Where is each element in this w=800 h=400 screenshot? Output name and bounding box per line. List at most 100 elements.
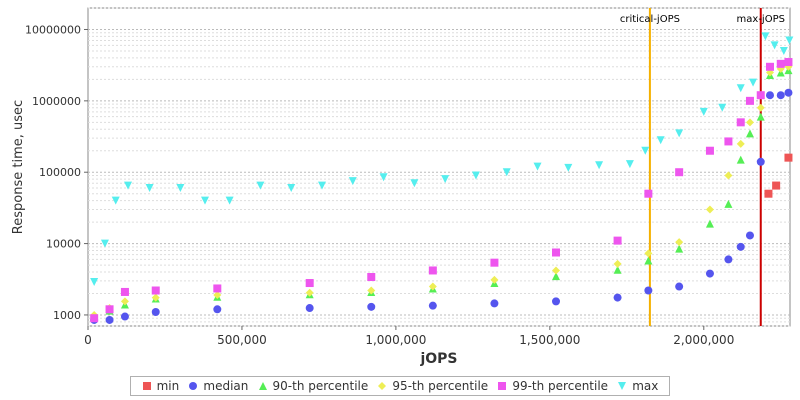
data-point xyxy=(644,286,653,295)
data-point xyxy=(367,286,376,295)
data-point xyxy=(100,239,109,248)
data-point xyxy=(213,305,222,314)
data-point xyxy=(745,129,754,138)
y-tick-label: 1000 xyxy=(53,309,81,322)
data-point xyxy=(736,84,745,93)
legend-marker xyxy=(378,382,387,390)
legend-label: max xyxy=(632,379,659,393)
data-point xyxy=(176,184,185,193)
data-point xyxy=(379,173,388,182)
data-point xyxy=(765,91,774,100)
data-point xyxy=(625,160,634,169)
data-point xyxy=(552,248,560,257)
x-tick-label: 0 xyxy=(84,333,92,347)
data-point xyxy=(613,293,622,302)
data-point xyxy=(105,305,114,314)
data-point xyxy=(749,78,758,87)
data-point xyxy=(105,315,114,324)
data-point xyxy=(120,297,129,306)
y-tick-label: 10000000 xyxy=(25,23,81,36)
x-tick-label: 1,000,000 xyxy=(365,333,426,347)
data-point xyxy=(490,275,499,284)
data-point xyxy=(367,302,376,311)
data-point xyxy=(256,181,265,190)
data-point xyxy=(736,242,745,251)
data-point xyxy=(756,112,765,121)
data-point xyxy=(705,146,714,155)
legend: min median 90-th percentile 95-th percentil… xyxy=(130,376,670,396)
legend-symbol xyxy=(189,382,198,390)
legend-item: max xyxy=(617,379,658,393)
data-point xyxy=(736,118,745,127)
data-point xyxy=(675,129,684,138)
data-point xyxy=(776,59,785,68)
data-point xyxy=(736,155,745,164)
data-point xyxy=(318,181,326,190)
data-point xyxy=(410,179,419,188)
reference-line-label: max-jOPS xyxy=(737,14,785,25)
data-point xyxy=(644,256,653,265)
data-point xyxy=(613,259,622,268)
data-point xyxy=(213,291,222,300)
data-point xyxy=(90,277,99,286)
data-point xyxy=(305,288,314,297)
legend-symbol xyxy=(498,382,507,390)
data-point xyxy=(644,189,653,198)
legend-item: 95-th percentile xyxy=(377,379,488,393)
series-max xyxy=(90,32,794,286)
reference-line-label: critical-jOPS xyxy=(620,14,680,25)
data-point xyxy=(490,258,499,267)
x-tick-label: 500,000 xyxy=(217,333,267,347)
data-point xyxy=(151,307,160,316)
data-point xyxy=(770,41,779,50)
data-point xyxy=(784,153,793,162)
data-point xyxy=(213,284,222,293)
data-point xyxy=(428,282,437,291)
data-point xyxy=(756,157,765,166)
data-point xyxy=(745,118,754,127)
data-point xyxy=(348,177,357,186)
data-point xyxy=(641,146,650,155)
legend-symbol xyxy=(618,382,627,390)
data-point xyxy=(745,231,754,240)
data-point xyxy=(124,181,133,190)
data-point xyxy=(151,293,160,302)
data-point xyxy=(595,161,604,170)
data-point xyxy=(305,279,314,288)
data-point xyxy=(471,171,480,180)
data-point xyxy=(772,181,781,190)
data-point xyxy=(724,137,733,146)
data-point xyxy=(699,107,708,116)
legend-marker xyxy=(189,382,198,390)
data-point xyxy=(428,266,437,275)
x-tick-label: 2,000,000 xyxy=(673,333,734,347)
legend-marker xyxy=(498,382,507,390)
legend-symbol xyxy=(378,382,387,390)
data-point xyxy=(784,88,793,97)
data-point xyxy=(784,58,793,67)
y-tick-label: 100000 xyxy=(39,166,81,179)
data-point xyxy=(675,168,684,177)
data-point xyxy=(705,269,714,278)
y-tick-label: 1000000 xyxy=(32,95,81,108)
data-point xyxy=(765,62,774,71)
data-point xyxy=(490,299,499,308)
data-point xyxy=(533,162,542,171)
plot-area xyxy=(87,7,791,327)
legend-label: 90-th percentile xyxy=(272,379,369,393)
y-tick-label: 10000 xyxy=(46,238,81,251)
legend-symbol xyxy=(258,382,267,390)
legend-marker xyxy=(618,382,627,390)
data-point xyxy=(287,184,296,193)
data-point xyxy=(90,314,99,323)
data-point xyxy=(111,196,120,205)
legend-label: min xyxy=(156,379,180,393)
data-point xyxy=(552,266,560,275)
legend-item: min xyxy=(142,379,180,393)
data-point xyxy=(552,272,560,281)
series-95-th-percentile xyxy=(90,62,793,319)
data-point xyxy=(736,139,745,148)
data-point xyxy=(675,282,684,291)
data-point xyxy=(367,273,376,282)
